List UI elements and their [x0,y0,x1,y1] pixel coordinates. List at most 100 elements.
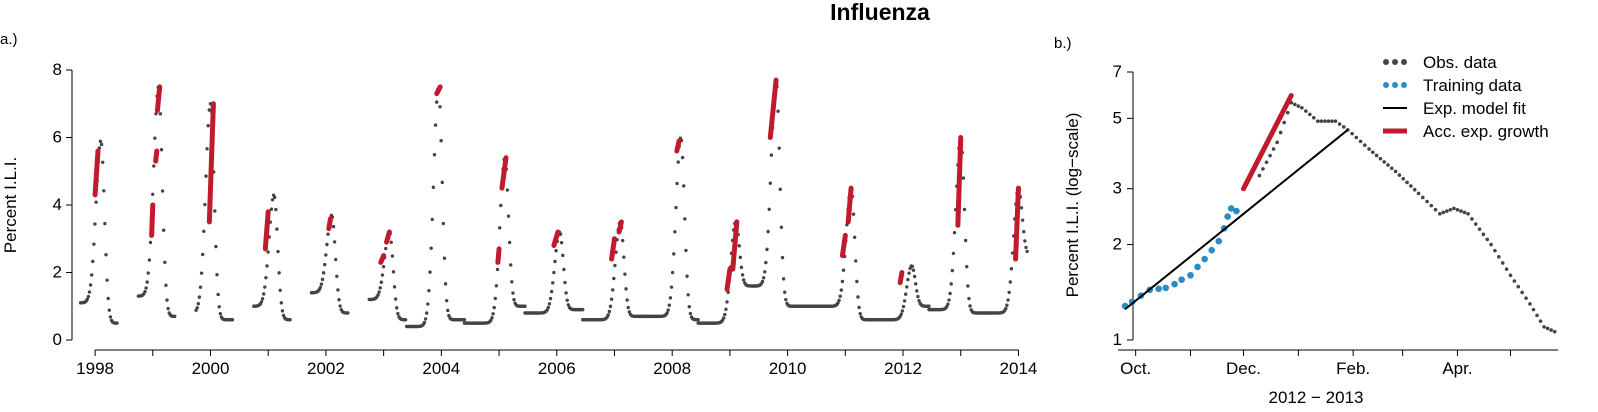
panel-a-observed-point [947,298,950,301]
panel-a-observed-point [665,311,668,314]
panel-b-observed-point [1505,267,1509,271]
panel-b-observed-point [1434,208,1438,212]
panel-b-observed-point [1542,325,1546,329]
panel-b-training-point [1171,281,1178,288]
panel-b-observed-point [1300,106,1304,110]
panel-a-observed-point [769,181,772,184]
panel-b-observed-point [1279,131,1283,135]
panel-a-observed-point [380,280,383,283]
panel-a-observed-point [1020,206,1023,209]
panel-a-observed-point [162,229,165,232]
panel-b-observed-point [1272,147,1276,151]
panel-a-observed-point [275,227,278,230]
panel-a-acc-growth-segment [770,80,776,137]
panel-a-observed-point [205,147,208,150]
legend-observed-marker [1392,59,1398,65]
panel-a-observed-point [263,285,266,288]
panel-a-observed-point [404,318,407,321]
panel-b-observed-point [1330,119,1334,123]
panel-b-training-point [1162,285,1169,292]
legend-label: Exp. model fit [1423,99,1526,118]
panel-b-y-axis-label: Percent I.L.I. (log−scale) [1063,113,1082,298]
panel-a-observed-point [431,218,434,221]
panel-a-observed-point [670,285,673,288]
panel-b-observed-point [1401,177,1405,181]
panel-a-observed-point [382,265,385,268]
panel-a-acc-growth-segment [502,158,506,188]
panel-a-observed-point [426,302,429,305]
panel-a-observed-point [683,217,686,220]
panel-b-x-tick-label: Dec. [1226,359,1261,378]
panel-a-observed-point [770,153,773,156]
panel-b-training-point [1215,238,1222,245]
panel-a-observed-point [266,250,269,253]
panel-a-observed-point [622,255,625,258]
panel-b-observed-point [1405,181,1409,185]
panel-a-observed-point [1009,280,1012,283]
panel-a-acc-growth-segment [619,222,621,232]
panel-a-observed-point [765,248,768,251]
panel-a-y-tick-label: 6 [53,128,62,147]
panel-a-observed-point [761,280,764,283]
panel-a-observed-point [216,293,219,296]
panel-b-observed-point [1297,104,1301,108]
panel-a-observed-point [273,196,276,199]
panel-a-observed-point [740,266,743,269]
panel-a-observed-point [766,230,769,233]
panel-a-observed-point [433,153,436,156]
panel-a-observed-point [260,300,263,303]
panel-a-observed-point [854,259,857,262]
panel-b-observed-point [1459,209,1463,213]
panel-b-observed-point [1539,319,1543,323]
panel-a-observed-point [839,295,842,298]
panel-b-observed-point [1308,113,1312,117]
panel-a-observed-point [323,263,326,266]
panel-a-observed-point [554,249,557,252]
panel-a-observed-point [231,318,234,321]
panel-b-observed-point [1549,328,1553,332]
panel-b-observed-point [1355,136,1359,140]
panel-a-observed-point [276,250,279,253]
panel-a-acc-growth-segment [437,87,440,94]
panel-a-observed-point [219,312,222,315]
panel-a-observed-point [668,304,671,307]
panel-a-observed-point [566,299,569,302]
panel-b-observed-point [1532,308,1536,312]
panel-a-observed-point [563,281,566,284]
panel-a-observed-point [159,112,162,115]
panel-a-acc-growth-segment [209,104,213,222]
panel-a-observed-point [281,309,284,312]
panel-a-observed-point [852,213,855,216]
panel-a-observed-point [841,280,844,283]
panel-a-observed-point [102,189,105,192]
panel-a-observed-point [685,275,688,278]
panel-a-observed-point [842,269,845,272]
panel-a-acc-growth-segment [727,269,730,289]
legend-training-marker [1401,82,1407,88]
panel-a-acc-growth-segment [156,151,157,161]
panel-a-observed-point [609,305,612,308]
panel-a-observed-point [396,312,399,315]
panel-a-observed-point [424,317,427,320]
panel-a-observed-point [902,305,905,308]
panel-a-observed-point [1004,307,1007,310]
panel-a-observed-point [968,304,971,307]
panel-a-observed-point [779,188,782,191]
panel-a-observed-point [491,312,494,315]
panel-b-y-tick-label: 2 [1113,235,1122,254]
panel-b-y-tick-label: 1 [1113,330,1122,349]
panel-a-observed-point [508,241,511,244]
panel-a-observed-point [214,245,217,248]
panel-a-observed-point [165,298,168,301]
panel-b-observed-point [1390,166,1394,170]
panel-b-observed-point [1456,208,1460,212]
panel-a-observed-point [948,292,951,295]
panel-a-observed-point [427,289,430,292]
panel-b-observed-point [1520,291,1524,295]
panel-a-observed-point [492,306,495,309]
panel-a-observed-point [561,254,564,257]
panel-a-observed-point [444,282,447,285]
panel-a-observed-point [92,242,95,245]
panel-b-observed-point [1409,184,1413,188]
panel-b-observed-point [1323,119,1327,123]
